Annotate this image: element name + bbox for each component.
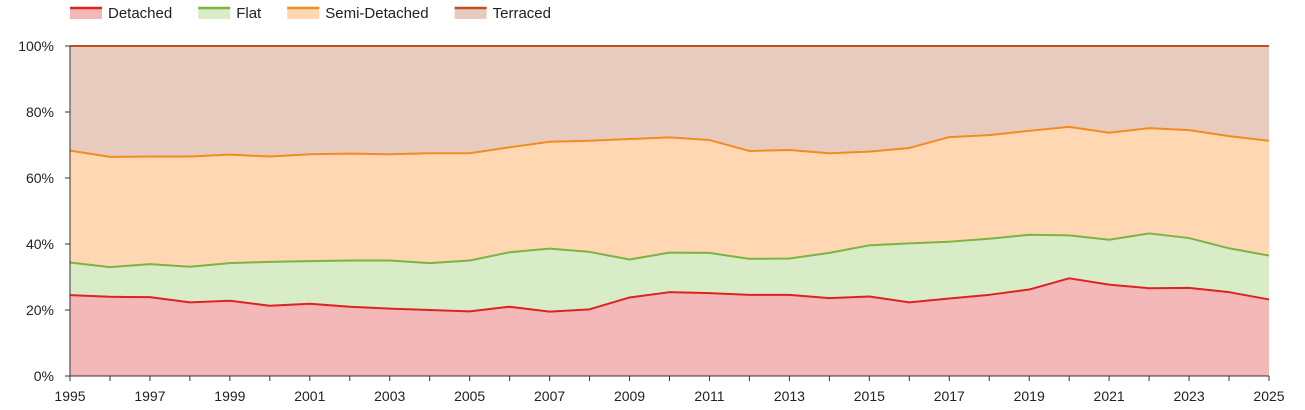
legend-swatch bbox=[198, 7, 231, 19]
area-terraced bbox=[70, 46, 1269, 157]
y-tick-label: 20% bbox=[26, 302, 54, 318]
x-tick-label: 2009 bbox=[614, 388, 645, 404]
legend-label: Terraced bbox=[493, 5, 551, 22]
y-tick-label: 80% bbox=[26, 104, 54, 120]
x-tick-label: 2015 bbox=[854, 388, 885, 404]
y-tick-label: 0% bbox=[34, 368, 54, 384]
legend-item-semi-detached[interactable]: Semi-Detached bbox=[287, 5, 429, 22]
x-tick-label: 2025 bbox=[1253, 388, 1284, 404]
x-tick-label: 2003 bbox=[374, 388, 405, 404]
x-tick-label: 2017 bbox=[934, 388, 965, 404]
legend-label: Detached bbox=[108, 5, 172, 22]
y-tick-label: 60% bbox=[26, 170, 54, 186]
legend-swatch bbox=[70, 7, 102, 19]
x-tick-label: 2005 bbox=[454, 388, 485, 404]
series-areas bbox=[70, 46, 1269, 376]
x-tick-label: 2019 bbox=[1014, 388, 1045, 404]
x-tick-label: 2011 bbox=[694, 388, 724, 404]
x-tick-label: 2021 bbox=[1094, 388, 1125, 404]
series-lines bbox=[69, 45, 1270, 313]
area-semi-detached bbox=[70, 126, 1269, 268]
legend-swatch bbox=[287, 7, 320, 19]
chart-legend: Detached Flat Semi-Detached Terraced bbox=[70, 5, 551, 22]
x-tick-label: 1995 bbox=[54, 388, 85, 404]
legend-item-detached[interactable]: Detached bbox=[70, 5, 172, 22]
axes: 0% 20% 40% 60% 80% 100% 1995 1997 1999 2001 2003 20… bbox=[18, 38, 1285, 404]
x-tick-label: 2023 bbox=[1173, 388, 1204, 404]
x-tick-label: 2001 bbox=[294, 388, 325, 404]
y-tick-label: 100% bbox=[18, 38, 54, 54]
legend-item-flat[interactable]: Flat bbox=[198, 5, 262, 22]
legend-item-terraced[interactable]: Terraced bbox=[454, 5, 551, 22]
x-tick-label: 2007 bbox=[534, 388, 565, 404]
line-semi-detached bbox=[69, 125, 1270, 158]
x-tick-label: 2013 bbox=[774, 388, 805, 404]
legend-label: Flat bbox=[236, 5, 262, 22]
legend-label: Semi-Detached bbox=[325, 5, 428, 22]
legend-swatch bbox=[454, 7, 487, 19]
x-tick-label: 1997 bbox=[134, 388, 165, 404]
x-tick-label: 1999 bbox=[214, 388, 245, 404]
line-flat bbox=[69, 232, 1270, 269]
area-detached bbox=[70, 278, 1269, 376]
area-flat bbox=[70, 233, 1269, 312]
y-tick-label: 40% bbox=[26, 236, 54, 252]
line-detached bbox=[69, 277, 1270, 313]
